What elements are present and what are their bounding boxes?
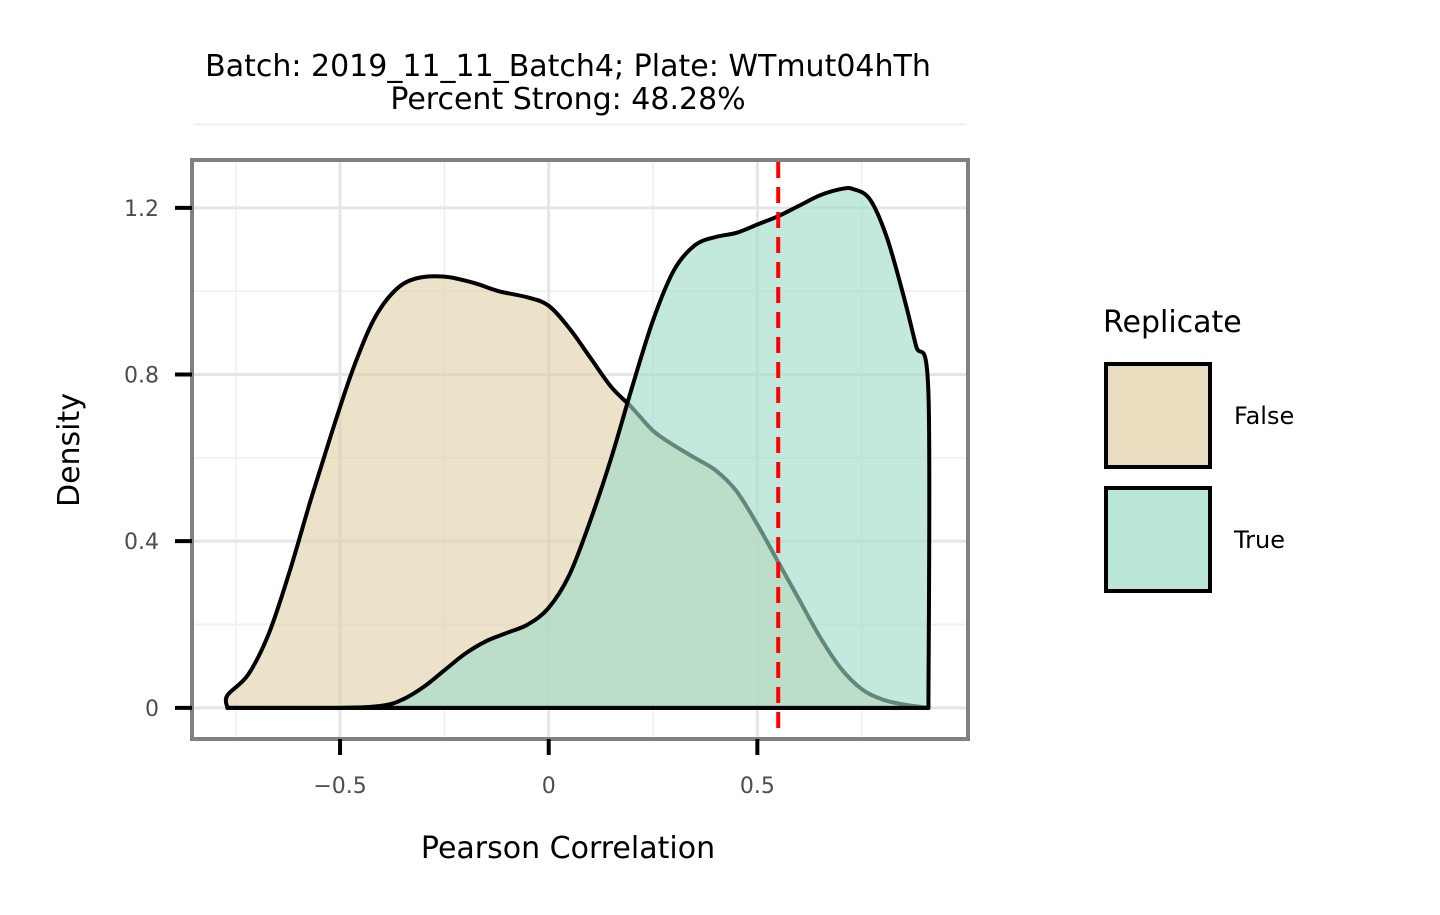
y-axis: 0 0.4 0.8 1.2 bbox=[124, 197, 192, 722]
x-tick-label: −0.5 bbox=[313, 774, 366, 799]
legend-key-false bbox=[1104, 362, 1212, 469]
legend-label-false: False bbox=[1234, 402, 1294, 430]
chart-subtitle: Percent Strong: 48.28% bbox=[390, 82, 745, 117]
legend-label-true: True bbox=[1233, 526, 1285, 554]
y-tick-label: 1.2 bbox=[124, 197, 159, 222]
x-tick-label: 0.5 bbox=[740, 774, 775, 799]
y-tick-label: 0.8 bbox=[124, 364, 159, 389]
panel-border bbox=[190, 158, 970, 741]
x-axis-title: Pearson Correlation bbox=[421, 831, 715, 866]
legend-key-true bbox=[1104, 486, 1212, 593]
series-layer bbox=[223, 186, 932, 710]
legend: Replicate False True bbox=[1103, 305, 1294, 593]
x-tick-label: 0 bbox=[542, 774, 556, 799]
chart-title: Batch: 2019_11_11_Batch4; Plate: WTmut04… bbox=[205, 49, 931, 84]
y-tick-label: 0.4 bbox=[124, 530, 159, 555]
y-tick-label: 0 bbox=[145, 697, 159, 722]
x-axis: −0.5 0 0.5 bbox=[313, 739, 775, 799]
legend-title: Replicate bbox=[1103, 305, 1242, 340]
density-area-true bbox=[225, 186, 932, 710]
y-axis-title: Density bbox=[52, 393, 87, 507]
